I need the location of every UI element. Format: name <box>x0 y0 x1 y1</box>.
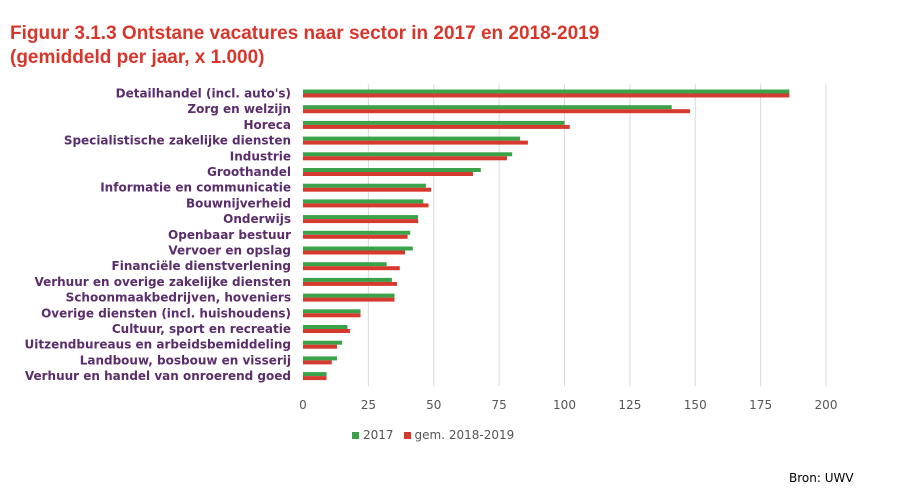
legend: 2017 gem. 2018-2019 <box>352 428 524 442</box>
bar-gem-2018-2019 <box>303 234 408 239</box>
bar-gem-2018-2019 <box>303 156 507 161</box>
bar-2017 <box>303 105 672 110</box>
category-label: Informatie en communicatie <box>100 181 291 195</box>
category-label: Horeca <box>243 118 291 132</box>
category-label: Openbaar bestuur <box>168 228 291 242</box>
category-label: Overige diensten (incl. huishoudens) <box>41 306 291 320</box>
x-tick-label: 50 <box>426 398 441 412</box>
bar-2017 <box>303 89 790 94</box>
category-label: Uitzendbureaus en arbeidsbemiddeling <box>25 338 291 352</box>
bar-gem-2018-2019 <box>303 297 395 302</box>
x-tick-label: 75 <box>491 398 506 412</box>
legend-item-gem: gem. 2018-2019 <box>403 428 515 442</box>
source-note: Bron: UWV <box>789 471 854 485</box>
x-tick-label: 200 <box>815 398 838 412</box>
bar-2017 <box>303 168 481 172</box>
legend-item-2017: 2017 <box>352 428 394 442</box>
bar-gem-2018-2019 <box>303 187 432 192</box>
category-label: Vervoer en opslag <box>168 244 291 258</box>
category-label: Specialistische zakelijke diensten <box>64 134 291 148</box>
bar-2017 <box>303 372 327 377</box>
category-label: Bouwnijverheid <box>186 196 291 210</box>
bar-gem-2018-2019 <box>303 109 691 114</box>
bar-2017 <box>303 340 343 345</box>
bar-2017 <box>303 199 424 204</box>
category-label: Verhuur en handel van onroerend goed <box>25 369 291 383</box>
bar-2017 <box>303 293 395 298</box>
bar-2017 <box>303 277 392 282</box>
tick-label-layer: 0 25 50 75 100 125 150 175 200 <box>299 398 837 412</box>
category-label: Onderwijs <box>223 212 291 226</box>
bar-gem-2018-2019 <box>303 360 332 365</box>
bar-gem-2018-2019 <box>303 172 473 176</box>
category-label: Detailhandel (incl. auto's) <box>116 87 291 101</box>
category-label: Zorg en welzijn <box>187 102 291 116</box>
bar-gem-2018-2019 <box>303 313 361 318</box>
bar-2017 <box>303 136 521 141</box>
chart-title-line2: (gemiddeld per jaar, x 1.000) <box>10 47 265 68</box>
bar-gem-2018-2019 <box>303 266 400 271</box>
x-tick-label: 25 <box>361 398 376 412</box>
bar-2017 <box>303 309 361 314</box>
bar-gem-2018-2019 <box>303 219 419 224</box>
legend-swatch-gem <box>403 431 411 439</box>
category-label: Groothandel <box>207 165 291 179</box>
category-label: Industrie <box>230 149 291 163</box>
bar-gem-2018-2019 <box>303 124 570 129</box>
x-tick-label: 100 <box>553 398 576 412</box>
grid-layer <box>367 84 827 386</box>
bar-2017 <box>303 230 411 235</box>
bar-gem-2018-2019 <box>303 93 790 98</box>
bar-gem-2018-2019 <box>303 329 351 333</box>
category-label-layer: Detailhandel (incl. auto's)Zorg en welzi… <box>25 87 292 384</box>
x-tick-label: 175 <box>749 398 772 412</box>
bar-gem-2018-2019 <box>303 376 327 381</box>
bar-gem-2018-2019 <box>303 281 398 286</box>
bar-layer <box>303 89 790 381</box>
x-tick-label: 125 <box>618 398 641 412</box>
chart-title: Figuur 3.1.3 Ontstane vacatures naar sec… <box>10 22 599 70</box>
bar-gem-2018-2019 <box>303 250 405 255</box>
legend-label-2017: 2017 <box>363 428 394 442</box>
bar-2017 <box>303 152 513 157</box>
bar-2017 <box>303 215 419 220</box>
bar-2017 <box>303 356 337 361</box>
legend-swatch-2017 <box>352 431 359 439</box>
bar-2017 <box>303 183 426 188</box>
category-label: Verhuur en overige zakelijke diensten <box>34 275 291 289</box>
category-label: Landbouw, bosbouw en visserij <box>80 353 291 367</box>
bar-2017 <box>303 262 387 267</box>
x-tick-label: 0 <box>299 398 307 412</box>
category-label: Cultuur, sport en recreatie <box>112 322 291 336</box>
bar-gem-2018-2019 <box>303 203 429 208</box>
category-label: Schoonmaakbedrijven, hoveniers <box>66 291 291 305</box>
bar-2017 <box>303 246 413 251</box>
bar-gem-2018-2019 <box>303 344 337 349</box>
bar-2017 <box>303 120 565 125</box>
x-tick-label: 150 <box>684 398 707 412</box>
bar-2017 <box>303 325 348 329</box>
chart-title-line1: Figuur 3.1.3 Ontstane vacatures naar sec… <box>10 23 600 44</box>
bar-gem-2018-2019 <box>303 140 528 145</box>
legend-label-gem: gem. 2018-2019 <box>414 428 515 442</box>
category-label: Financiële dienstverlening <box>112 259 291 273</box>
